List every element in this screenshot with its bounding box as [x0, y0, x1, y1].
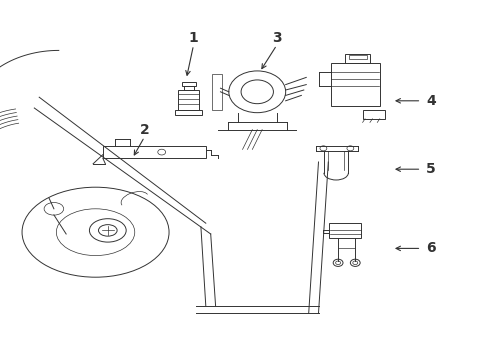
Text: 2: 2 [140, 123, 149, 136]
Bar [349, 55, 367, 59]
Bar [175, 110, 202, 115]
Text: 4: 4 [426, 94, 436, 108]
Text: 3: 3 [272, 31, 282, 45]
Text: 1: 1 [189, 31, 198, 45]
Bar [184, 86, 194, 90]
Bar [182, 82, 196, 86]
Bar [329, 223, 361, 238]
Bar [331, 63, 380, 106]
Bar [103, 146, 206, 158]
Text: 6: 6 [426, 242, 436, 255]
Bar [178, 90, 199, 110]
Bar [363, 110, 385, 119]
Bar [212, 74, 222, 110]
Text: 5: 5 [426, 162, 436, 176]
Bar [345, 54, 370, 63]
